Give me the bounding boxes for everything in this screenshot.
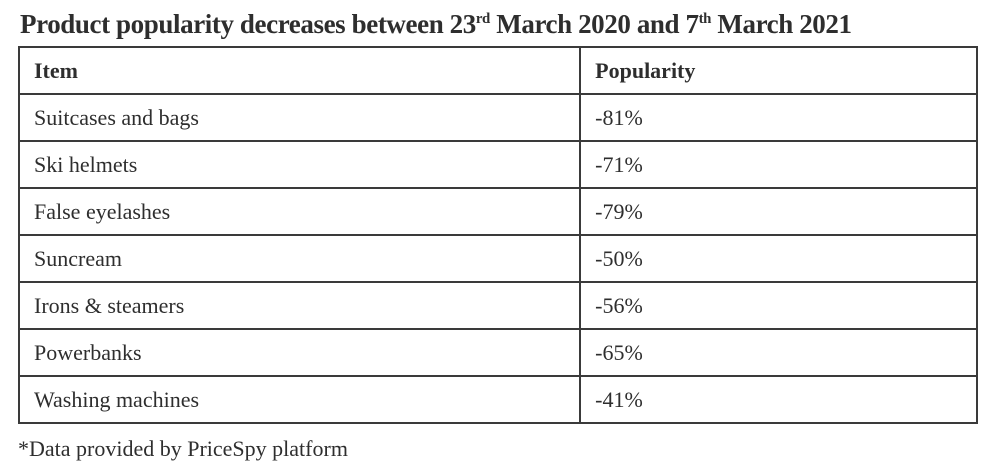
popularity-cell: -79% [579, 187, 978, 236]
table-row: Irons & steamers -56% [17, 281, 978, 330]
item-cell: Washing machines [17, 375, 582, 424]
title-text-3: March 2021 [711, 9, 852, 39]
popularity-cell: -71% [579, 140, 978, 189]
title-superscript-rd: rd [475, 11, 490, 27]
item-cell: Powerbanks [17, 328, 582, 377]
table-row: Ski helmets -71% [17, 140, 978, 189]
item-cell: False eyelashes [17, 187, 582, 236]
popularity-cell: -50% [579, 234, 978, 283]
title-text-1: Product popularity decreases between 23 [20, 9, 476, 39]
column-header-popularity: Popularity [579, 46, 978, 95]
table-row: Powerbanks -65% [17, 328, 978, 377]
table-row: Suitcases and bags -81% [17, 93, 978, 142]
table-row: Washing machines -41% [17, 375, 978, 424]
table-row: Suncream -50% [17, 234, 978, 283]
title-text-2: March 2020 and 7 [489, 9, 699, 39]
table-header-row: Item Popularity [17, 46, 978, 95]
title-superscript-th: th [698, 11, 712, 27]
column-header-item: Item [17, 46, 582, 95]
data-source-footnote: *Data provided by PriceSpy platform [18, 436, 348, 461]
page-title: Product popularity decreases between 23r… [20, 9, 1000, 40]
item-cell: Irons & steamers [17, 281, 582, 330]
popularity-cell: -41% [579, 375, 978, 424]
popularity-cell: -56% [579, 281, 978, 330]
popularity-cell: -65% [579, 328, 978, 377]
popularity-table: Item Popularity Suitcases and bags -81% … [17, 46, 978, 424]
item-cell: Ski helmets [17, 140, 582, 189]
table-row: False eyelashes -79% [17, 187, 978, 236]
popularity-cell: -81% [579, 93, 978, 142]
item-cell: Suitcases and bags [17, 93, 582, 142]
item-cell: Suncream [17, 234, 582, 283]
